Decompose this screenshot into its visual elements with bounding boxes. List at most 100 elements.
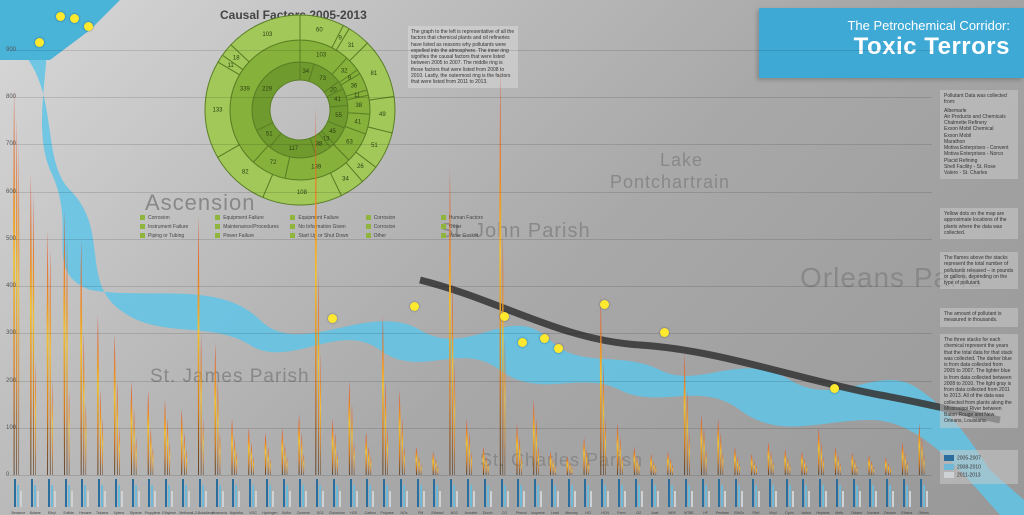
base-stack-bar bbox=[185, 485, 187, 507]
base-stack-bar bbox=[101, 485, 103, 507]
base-stack-bar bbox=[121, 491, 123, 507]
flame bbox=[317, 272, 319, 475]
flame bbox=[471, 451, 473, 475]
base-stack-bar bbox=[470, 485, 472, 507]
flame bbox=[300, 433, 302, 476]
base-stack-group: Xylene bbox=[113, 477, 125, 507]
base-stack-bar bbox=[219, 485, 221, 507]
base-stack-bar bbox=[319, 485, 321, 507]
x-axis-tick: Nonane bbox=[867, 511, 879, 515]
base-stack-bar bbox=[721, 485, 723, 507]
flame bbox=[890, 467, 892, 475]
base-stack-bar bbox=[856, 485, 858, 507]
info-sources: Pollutant Data was collected from:Albema… bbox=[940, 90, 1018, 179]
base-stack-bar bbox=[487, 485, 489, 507]
donut-segment-value: 103 bbox=[262, 32, 273, 38]
flame bbox=[147, 390, 150, 475]
flame bbox=[454, 362, 456, 475]
flame bbox=[502, 229, 504, 475]
base-stack-bar bbox=[584, 479, 586, 507]
flame bbox=[320, 352, 322, 475]
flame bbox=[683, 352, 686, 475]
base-stack-group: Dioxin bbox=[482, 477, 494, 507]
flame bbox=[269, 458, 271, 475]
base-stack-bar bbox=[892, 491, 894, 507]
x-axis-tick: Ethane bbox=[901, 511, 912, 515]
base-stack-bar bbox=[154, 491, 156, 507]
x-axis-tick: Vinyl bbox=[769, 511, 777, 515]
flame bbox=[133, 409, 135, 475]
flame bbox=[753, 461, 755, 475]
flame bbox=[334, 433, 336, 476]
base-stack-group: H2S bbox=[348, 477, 360, 507]
base-stack-group: Propane bbox=[381, 477, 393, 507]
base-stack-group: Chromium bbox=[331, 477, 343, 507]
base-stack-bar bbox=[688, 485, 690, 507]
flame bbox=[602, 362, 604, 475]
flame bbox=[650, 454, 653, 475]
flame bbox=[789, 464, 791, 475]
flame bbox=[284, 444, 286, 475]
base-stack-bar bbox=[37, 491, 39, 507]
y-axis-tick: 500 bbox=[6, 236, 16, 242]
base-stack-bar bbox=[571, 485, 573, 507]
flame bbox=[66, 239, 68, 475]
flame bbox=[281, 428, 284, 475]
flame bbox=[418, 456, 420, 475]
y-axis-tick: 600 bbox=[6, 189, 16, 195]
gridline bbox=[10, 144, 932, 145]
base-stack-group: Ethane bbox=[901, 477, 913, 507]
base-stack-bar bbox=[775, 491, 777, 507]
base-stack-bar bbox=[618, 479, 620, 507]
base-stack-bar bbox=[386, 485, 388, 507]
plant-dot bbox=[518, 338, 527, 347]
flame bbox=[923, 454, 925, 475]
flame bbox=[381, 314, 384, 475]
flame bbox=[250, 442, 252, 475]
flame bbox=[113, 333, 116, 475]
flame bbox=[398, 390, 401, 475]
base-stack-bar bbox=[436, 485, 438, 507]
base-stack-bar bbox=[400, 479, 402, 507]
base-stack-bar bbox=[316, 479, 318, 507]
base-stack-bar bbox=[621, 485, 623, 507]
plant-dot bbox=[70, 14, 79, 23]
flame bbox=[552, 458, 554, 475]
flame bbox=[403, 447, 405, 475]
base-stack-bar bbox=[369, 485, 371, 507]
gridline bbox=[10, 286, 932, 287]
base-stack-bar bbox=[537, 485, 539, 507]
flame bbox=[834, 447, 837, 475]
base-stack-bar bbox=[836, 479, 838, 507]
gridline bbox=[10, 333, 932, 334]
base-stack-group: EthOx bbox=[733, 477, 745, 507]
base-stack-group: Hexane bbox=[80, 477, 92, 507]
gridline bbox=[10, 239, 932, 240]
base-stack-bar bbox=[302, 485, 304, 507]
base-stack-group: Propylene bbox=[147, 477, 159, 507]
base-stack-group: Form. bbox=[616, 477, 628, 507]
base-stack-bar bbox=[151, 485, 153, 507]
flame bbox=[705, 449, 707, 475]
plant-dot bbox=[56, 12, 65, 21]
base-stack-bar bbox=[138, 491, 140, 507]
base-stack-bar bbox=[383, 479, 385, 507]
flame bbox=[770, 451, 772, 475]
base-stack-bar bbox=[168, 485, 170, 507]
base-stack-group: Carbon bbox=[365, 477, 377, 507]
base-stack-bar bbox=[165, 479, 167, 507]
x-axis-tick: HF bbox=[703, 511, 708, 515]
flame bbox=[353, 442, 355, 475]
base-stack-group: Sulfur bbox=[281, 477, 293, 507]
base-stack-bar bbox=[389, 491, 391, 507]
base-stack-bar bbox=[869, 479, 871, 507]
base-stack-bar bbox=[188, 491, 190, 507]
base-stack-bar bbox=[685, 479, 687, 507]
flame bbox=[669, 458, 671, 475]
donut-segment-value: 31 bbox=[348, 43, 355, 49]
flame bbox=[351, 404, 353, 475]
x-axis-tick: NO2 bbox=[451, 511, 458, 515]
x-axis-tick: Form. bbox=[617, 511, 626, 515]
x-axis-tick: NOx bbox=[400, 511, 407, 515]
base-stack-bar bbox=[886, 479, 888, 507]
